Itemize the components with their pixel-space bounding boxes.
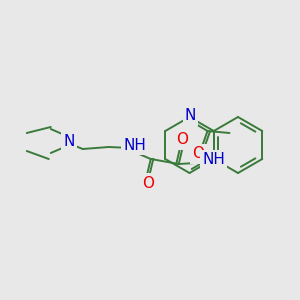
Text: O: O bbox=[142, 176, 154, 190]
Text: NH: NH bbox=[123, 137, 146, 152]
Text: N: N bbox=[63, 134, 74, 148]
Text: O: O bbox=[193, 146, 205, 161]
Text: NH: NH bbox=[202, 152, 225, 167]
Text: O: O bbox=[176, 133, 188, 148]
Text: N: N bbox=[185, 109, 196, 124]
